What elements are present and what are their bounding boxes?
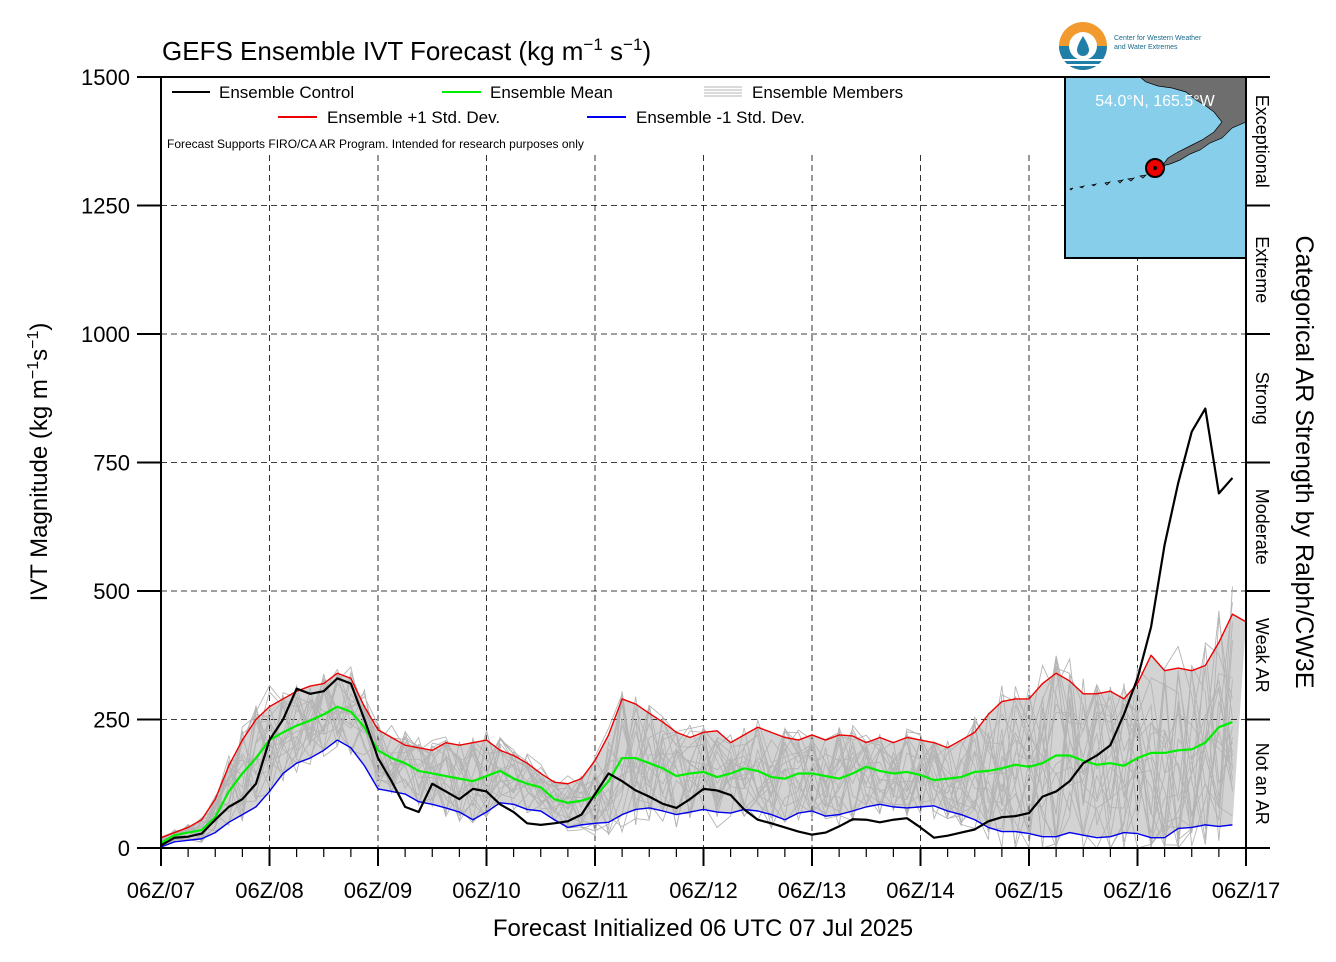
chart-title: GEFS Ensemble IVT Forecast (kg m−1 s−1): [162, 35, 651, 66]
alaska-landmass: [1139, 77, 1246, 167]
y-tick-label: 500: [93, 579, 130, 604]
y-tick-label: 250: [93, 708, 130, 733]
x-tick-label: 06Z/13: [778, 878, 847, 903]
location-marker-center: [1153, 166, 1157, 170]
y-tick-label: 1250: [81, 194, 130, 219]
x-axis-label: Forecast Initialized 06 UTC 07 Jul 2025: [493, 915, 913, 942]
x-tick-labels: 06Z/07 06Z/08 06Z/09 06Z/10 06Z/11 06Z/12 06Z/…: [127, 878, 1281, 903]
y-tick-label: 1500: [81, 65, 130, 90]
legend-control-label: Ensemble Control: [219, 83, 354, 102]
x-tick-label: 06Z/17: [1212, 878, 1281, 903]
research-note: Forecast Supports FIRO/CA AR Program. In…: [167, 137, 584, 151]
ensemble-member-line: [161, 668, 1233, 848]
y-axis-label: IVT Magnitude (kg m−1s−1): [25, 323, 53, 602]
cw3e-logo: Center for Western Weather and Water Ext…: [1059, 22, 1202, 70]
plus-std-line: [161, 613, 1246, 839]
x-tick-label: 06Z/15: [995, 878, 1064, 903]
y-tick-labels: 0 250 500 750 1000 1250 1500: [81, 65, 130, 861]
y-tick-label: 750: [93, 451, 130, 476]
ensemble-control-line: [161, 407, 1234, 847]
y-tick-label: 0: [118, 836, 130, 861]
category-label: Weak AR: [1252, 618, 1272, 693]
axis-ticks: [137, 76, 1270, 866]
logo-drop-icon: [1077, 36, 1089, 56]
ensemble-member-line: [161, 586, 1233, 848]
inset-map: 54.0°N, 165.5°W: [1064, 76, 1247, 259]
ensemble-member-line: [161, 682, 1233, 848]
x-tick-label: 06Z/16: [1103, 878, 1172, 903]
category-label: Exceptional: [1252, 95, 1272, 188]
ensemble-member-lines: [161, 586, 1233, 848]
ensemble-member-line: [161, 640, 1233, 848]
x-tick-label: 06Z/10: [452, 878, 521, 903]
ensemble-member-line: [161, 645, 1233, 848]
location-label: 54.0°N, 165.5°W: [1095, 93, 1215, 110]
legend-members-swatch: [704, 86, 742, 97]
series-lines: [161, 407, 1246, 848]
minus-std-line: [161, 739, 1233, 848]
x-tick-label: 06Z/08: [235, 878, 304, 903]
x-tick-label: 06Z/14: [886, 878, 955, 903]
x-tick-label: 06Z/09: [344, 878, 413, 903]
legend-members-label: Ensemble Members: [752, 83, 903, 102]
legend-mean-label: Ensemble Mean: [490, 83, 613, 102]
category-labels: Not an AR Weak AR Moderate Strong Extreme Exc…: [1252, 95, 1272, 825]
ensemble-member-line: [161, 664, 1233, 848]
right-axis-label: Categorical AR Strength by Ralph/CW3E: [1290, 236, 1318, 689]
legend-minus-label: Ensemble -1 Std. Dev.: [636, 108, 805, 127]
category-label: Extreme: [1252, 236, 1272, 303]
ensemble-member-line: [161, 673, 1233, 848]
legend: Ensemble Control Ensemble Mean Ensemble …: [167, 83, 903, 151]
ensemble-mean-line: [161, 705, 1233, 844]
logo-text-line1: Center for Western Weather: [1114, 35, 1202, 42]
category-label: Not an AR: [1252, 743, 1272, 825]
logo-text-line2: and Water Extremes: [1114, 44, 1178, 51]
y-tick-label: 1000: [81, 322, 130, 347]
legend-plus-label: Ensemble +1 Std. Dev.: [327, 108, 500, 127]
ensemble-member-line: [161, 659, 1233, 847]
category-label: Strong: [1252, 372, 1272, 425]
ensemble-member-line: [161, 672, 1233, 848]
ensemble-member-line: [161, 610, 1233, 848]
category-label: Moderate: [1252, 489, 1272, 565]
x-tick-label: 06Z/11: [562, 878, 629, 903]
x-tick-label: 06Z/07: [127, 878, 196, 903]
x-tick-label: 06Z/12: [669, 878, 738, 903]
